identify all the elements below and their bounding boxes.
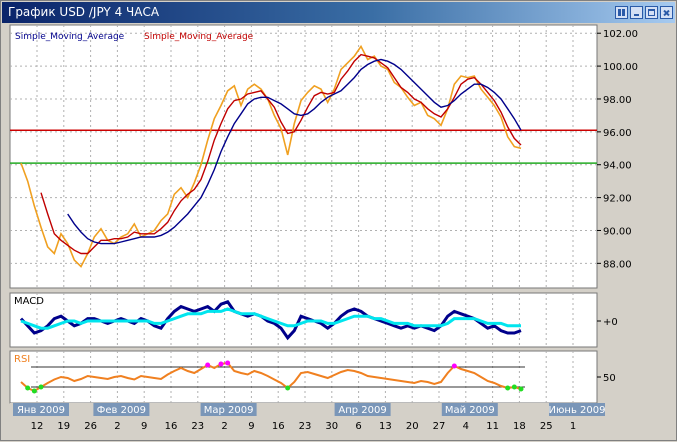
- rsi-line: [20, 361, 522, 393]
- rsi-overbought-mark: [218, 361, 224, 367]
- macd-title: MACD: [14, 296, 44, 307]
- x-tick-label: 11: [486, 421, 499, 432]
- x-tick-label: 26: [84, 421, 97, 432]
- month-label-box: [334, 403, 391, 416]
- x-tick-label: 2: [114, 421, 120, 432]
- title-bar[interactable]: График USD /JPY 4 ЧАСА: [2, 2, 675, 23]
- x-tick-label: 19: [57, 421, 70, 432]
- rsi-oversold-mark: [511, 384, 517, 390]
- y-tick-label: 100.00: [603, 62, 638, 73]
- x-tick-label: 30: [325, 421, 338, 432]
- y-tick-label: 94.00: [603, 161, 632, 172]
- x-tick-label: 4: [463, 421, 469, 432]
- month-label-box: [93, 403, 150, 416]
- rsi-title: RSI: [14, 354, 30, 365]
- rsi-oversold-mark: [25, 385, 31, 391]
- month-label: Июнь 2009: [549, 405, 606, 416]
- x-tick-label: 13: [379, 421, 392, 432]
- y-tick-label: 90.00: [603, 226, 632, 237]
- tile-icon: [618, 9, 621, 16]
- macd-series: [19, 299, 522, 341]
- x-tick-label: 2: [221, 421, 227, 432]
- month-label-box: [549, 403, 605, 416]
- month-label-box: [441, 403, 498, 416]
- x-tick-label: 9: [248, 421, 254, 432]
- price-levels: [10, 129, 597, 164]
- month-label: Янв 2009: [17, 405, 65, 416]
- maximize-button[interactable]: [645, 6, 658, 19]
- month-label: Апр 2009: [338, 405, 386, 416]
- rsi-oversold-mark: [505, 385, 511, 391]
- x-axis-ticks: 12 19 26 2 9 16 23 2 9 16 23 30 6 13 20 27 4 11 18 25 1: [31, 421, 577, 432]
- rsi-overbought-mark: [225, 360, 231, 366]
- rsi-y-tick-label: 50: [603, 373, 616, 384]
- rsi-oversold-mark: [285, 385, 291, 391]
- rsi-overbought-mark: [205, 362, 211, 368]
- macd-y-tick-label: +0: [603, 317, 618, 328]
- sma-slow-line: [67, 58, 522, 245]
- minimize-icon: [634, 14, 639, 16]
- x-tick-label: 16: [165, 421, 178, 432]
- month-label-box: [13, 403, 69, 416]
- x-tick-label: 27: [433, 421, 446, 432]
- rsi-overbought-mark: [451, 363, 457, 369]
- legend-sma-2: Simple_Moving_Average: [144, 32, 254, 42]
- month-label: Фев 2009: [97, 405, 146, 416]
- x-tick-label: 6: [355, 421, 361, 432]
- price-panel: [9, 24, 598, 289]
- y-tick-label: 102.00: [603, 29, 638, 40]
- price-series: [20, 44, 522, 268]
- macd-signal-line: [20, 307, 521, 330]
- window-title: График USD /JPY 4 ЧАСА: [8, 5, 160, 19]
- y-tick-label: 96.00: [603, 128, 632, 139]
- month-label-box: [200, 403, 257, 416]
- price-line: [20, 44, 522, 268]
- month-label: Мар 2009: [204, 405, 254, 416]
- month-labels: Янв 2009 Фев 2009 Мар 2009 Апр 2009 Май 2009…: [13, 403, 605, 416]
- x-tick-label: 9: [141, 421, 147, 432]
- y-tick-label: 88.00: [603, 259, 632, 270]
- x-tick-label: 12: [31, 421, 44, 432]
- y-axis-ticks: 102.00 100.00 98.00 96.00 94.00 92.00 90.00 88.…: [597, 29, 638, 384]
- rsi-oversold-mark: [38, 384, 44, 390]
- x-tick-label: 20: [406, 421, 419, 432]
- y-tick-label: 92.00: [603, 194, 632, 205]
- y-tick-label: 98.00: [603, 95, 632, 106]
- x-tick-label: 25: [540, 421, 553, 432]
- x-tick-label: 18: [513, 421, 526, 432]
- close-button[interactable]: [660, 6, 673, 19]
- month-label: Май 2009: [445, 405, 495, 416]
- rsi-series: [20, 360, 525, 394]
- legend-sma-1: Simple_Moving_Average: [15, 32, 125, 42]
- rsi-oversold-mark: [31, 388, 37, 394]
- x-tick-label: 23: [191, 421, 204, 432]
- x-tick-label: 16: [272, 421, 285, 432]
- rsi-oversold-mark: [518, 386, 524, 392]
- tile-window-button[interactable]: [615, 6, 628, 19]
- minimize-button[interactable]: [630, 6, 643, 19]
- sma-fast-line: [40, 53, 522, 255]
- maximize-icon: [648, 9, 655, 11]
- x-tick-label: 23: [299, 421, 312, 432]
- x-tick-label: 1: [570, 421, 576, 432]
